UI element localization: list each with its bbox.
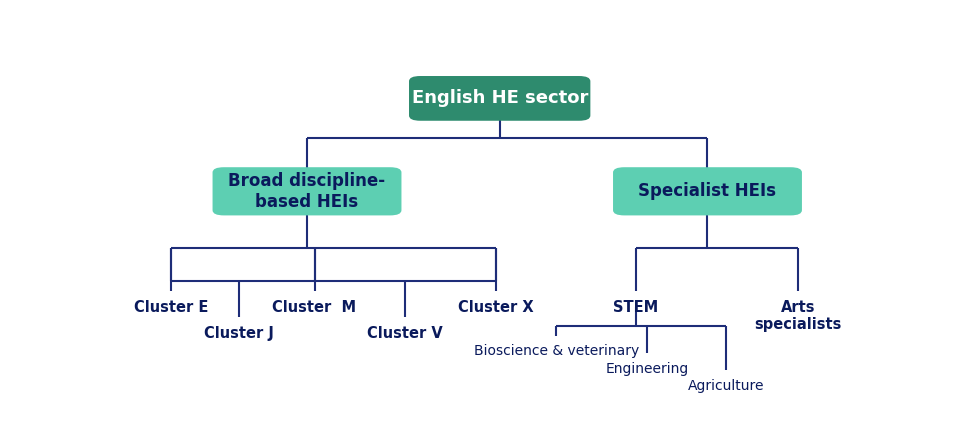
Text: Cluster V: Cluster V (368, 325, 443, 341)
Text: Cluster  M: Cluster M (272, 300, 357, 315)
Text: English HE sector: English HE sector (411, 89, 588, 107)
Text: Cluster E: Cluster E (134, 300, 209, 315)
Text: Engineering: Engineering (605, 362, 688, 375)
FancyBboxPatch shape (410, 76, 590, 121)
FancyBboxPatch shape (613, 167, 801, 215)
Text: Cluster J: Cluster J (204, 325, 274, 341)
Text: Specialist HEIs: Specialist HEIs (639, 182, 776, 200)
Text: Broad discipline-
based HEIs: Broad discipline- based HEIs (228, 172, 385, 211)
FancyBboxPatch shape (213, 167, 402, 215)
Text: Arts
specialists: Arts specialists (755, 300, 841, 332)
Text: STEM: STEM (613, 300, 658, 315)
Text: Bioscience & veterinary: Bioscience & veterinary (474, 345, 639, 358)
Text: Cluster X: Cluster X (458, 300, 533, 315)
Text: Agriculture: Agriculture (688, 379, 764, 393)
